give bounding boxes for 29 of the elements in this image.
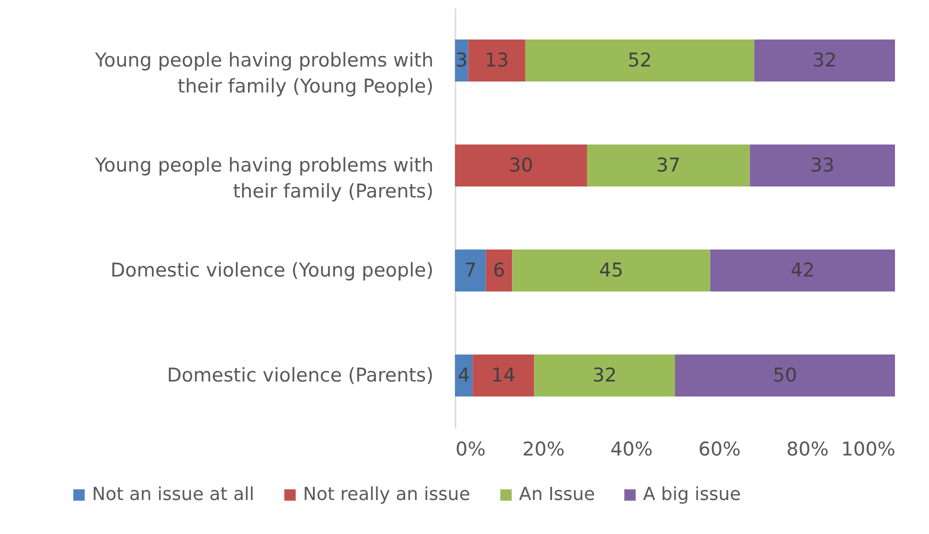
data-label: 52 [628, 50, 652, 72]
legend-label: Not an issue at all [92, 484, 254, 505]
legend-label: Not really an issue [303, 484, 470, 505]
legend-label: A big issue [643, 484, 741, 505]
y-tick-label: Domestic violence (Parents) [167, 364, 434, 386]
data-label: 32 [592, 364, 617, 386]
x-tick-label: 80% [786, 438, 829, 460]
data-label: 42 [790, 260, 815, 282]
data-label: 30 [508, 154, 534, 176]
data-label: 37 [656, 154, 680, 176]
data-label: 32 [812, 50, 837, 72]
y-tick-label: Young people having problems with their family (Young People) [94, 50, 434, 98]
data-label: 13 [484, 50, 509, 72]
data-label: 4 [458, 364, 470, 386]
data-label: 6 [492, 260, 506, 282]
data-label: 14 [491, 364, 516, 386]
data-label: 50 [772, 364, 798, 386]
data-label: 45 [599, 260, 624, 282]
data-label: 3 [456, 50, 468, 72]
legend-label: An Issue [519, 484, 595, 505]
y-tick-label: Young people having problems with their family (Parents) [94, 154, 434, 202]
data-label: 33 [810, 154, 834, 176]
y-tick-label: Domestic violence (Young people) [110, 260, 434, 282]
x-tick-label: 20% [522, 438, 565, 460]
x-tick-label: 0% [456, 438, 486, 460]
x-tick-label: 40% [610, 438, 653, 460]
data-label: 7 [464, 260, 476, 282]
x-tick-label: 60% [698, 438, 741, 460]
x-tick-label: 100% [841, 438, 896, 460]
